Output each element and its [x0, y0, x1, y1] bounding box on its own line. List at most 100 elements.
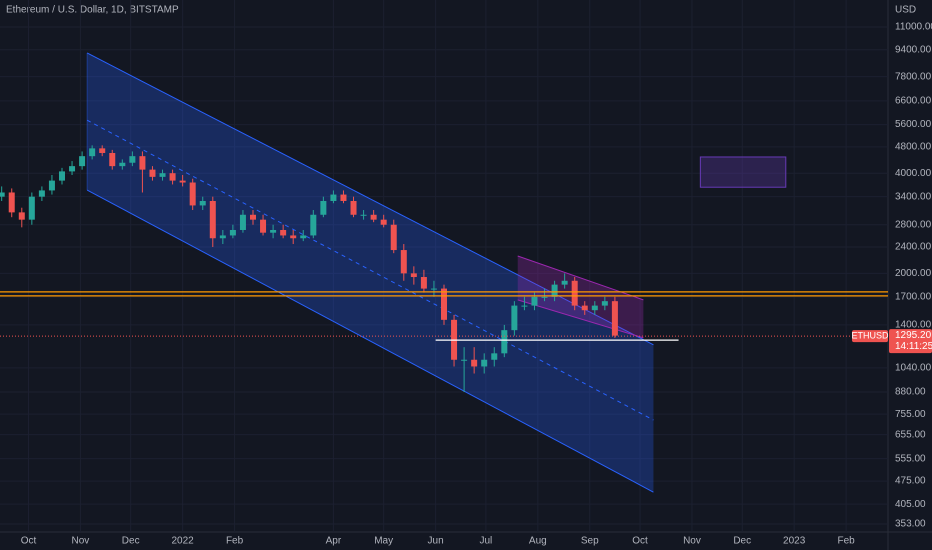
candle-body [58, 171, 65, 181]
candle-body [48, 180, 55, 191]
candle-body [260, 219, 267, 233]
candle-body [581, 305, 588, 311]
candle-body [561, 280, 568, 285]
candle-body [8, 192, 15, 213]
x-tick-label: Feb [837, 536, 855, 547]
y-tick-label: 3400.00 [895, 191, 932, 202]
x-tick-label: Oct [632, 536, 648, 547]
y-tick-label: 555.00 [895, 453, 926, 464]
y-tick-label: 2400.00 [895, 242, 932, 253]
y-unit: USD [895, 5, 916, 16]
candle-body [199, 200, 206, 206]
y-tick-label: 1700.00 [895, 291, 932, 302]
x-tick-label: Aug [529, 536, 547, 547]
candle-body [441, 288, 447, 320]
x-tick-label: 2023 [783, 536, 806, 547]
candle-body [249, 214, 256, 220]
countdown-label: 14:11:25 [895, 341, 932, 352]
candle-body [229, 229, 236, 236]
x-tick-label: 2022 [172, 536, 195, 547]
candle-body [239, 214, 246, 230]
y-tick-label: 405.00 [895, 499, 926, 510]
candle-body [169, 173, 176, 181]
candle-body [410, 273, 417, 278]
candle-body [390, 224, 397, 251]
y-tick-label: 7800.00 [895, 71, 932, 82]
candle-body [481, 359, 488, 367]
small-channel-upper [517, 255, 644, 301]
x-tick-label: Jul [479, 536, 492, 547]
y-tick-label: 655.00 [895, 429, 926, 440]
candle-body [0, 192, 5, 197]
candle-body [119, 162, 126, 167]
candle-body [591, 305, 598, 311]
candle-body [280, 229, 287, 236]
channel-mid [86, 119, 654, 421]
x-tick-label: Sep [581, 536, 599, 547]
y-tick-label: 2800.00 [895, 219, 932, 230]
x-tick-label: Oct [21, 536, 37, 547]
candle-body [420, 277, 427, 289]
candle-body [209, 200, 216, 239]
candle-body [89, 148, 96, 157]
candle-body [79, 156, 86, 167]
y-tick-label: 11000.00 [895, 22, 932, 33]
last-price-label: 1295.20 [895, 330, 932, 341]
x-tick-label: Dec [122, 536, 140, 547]
price-badge [889, 329, 932, 354]
candle-body [189, 182, 196, 206]
candle-body [350, 200, 357, 215]
candle-body [320, 200, 327, 215]
candle-body [471, 359, 478, 367]
y-tick-label: 1040.00 [895, 362, 932, 373]
candle-body [310, 214, 317, 236]
y-tick-label: 6600.00 [895, 95, 932, 106]
box [699, 156, 787, 188]
x-tick-label: Apr [326, 536, 342, 547]
candle-body [611, 301, 618, 336]
candle-body [511, 305, 518, 331]
y-tick-label: 4000.00 [895, 168, 932, 179]
x-tick-label: Dec [733, 536, 751, 547]
candle-body [270, 229, 277, 233]
candle-body [360, 214, 367, 216]
candle-body [139, 156, 146, 170]
candle-body [219, 235, 226, 239]
candle-body [340, 194, 347, 201]
x-tick-label: Nov [72, 536, 90, 547]
small-channel-lower [517, 299, 644, 339]
x-tick-label: May [374, 536, 393, 547]
y-tick-label: 1400.00 [895, 320, 932, 331]
x-tick-label: Feb [226, 536, 244, 547]
candle-body [531, 296, 538, 306]
candle-body [430, 288, 437, 290]
candle-body [330, 194, 337, 201]
candle-body [461, 359, 468, 361]
y-tick-label: 2000.00 [895, 268, 932, 279]
candle-body [179, 180, 186, 183]
candle-body [129, 156, 136, 163]
y-tick-label: 475.00 [895, 476, 926, 487]
candle-body [541, 296, 548, 298]
candle-body [149, 169, 156, 177]
candle-body [290, 235, 297, 239]
y-tick-label: 9400.00 [895, 44, 932, 55]
channel-fill [87, 52, 654, 493]
candle-body [38, 190, 45, 197]
candle-body [400, 250, 407, 274]
candle-body [370, 214, 377, 220]
candle-body [300, 235, 307, 239]
candle-body [601, 301, 608, 306]
channel-lower [86, 189, 654, 493]
y-tick-label: 4800.00 [895, 141, 932, 152]
x-tick-label: Jun [428, 536, 444, 547]
candle-body [491, 353, 498, 360]
candle-body [159, 173, 166, 177]
candle-body [69, 166, 76, 172]
candle-body [99, 148, 106, 153]
y-tick-label: 880.00 [895, 387, 926, 398]
candle-body [501, 330, 508, 354]
y-tick-label: 755.00 [895, 409, 926, 420]
symbol-badge [852, 330, 888, 343]
